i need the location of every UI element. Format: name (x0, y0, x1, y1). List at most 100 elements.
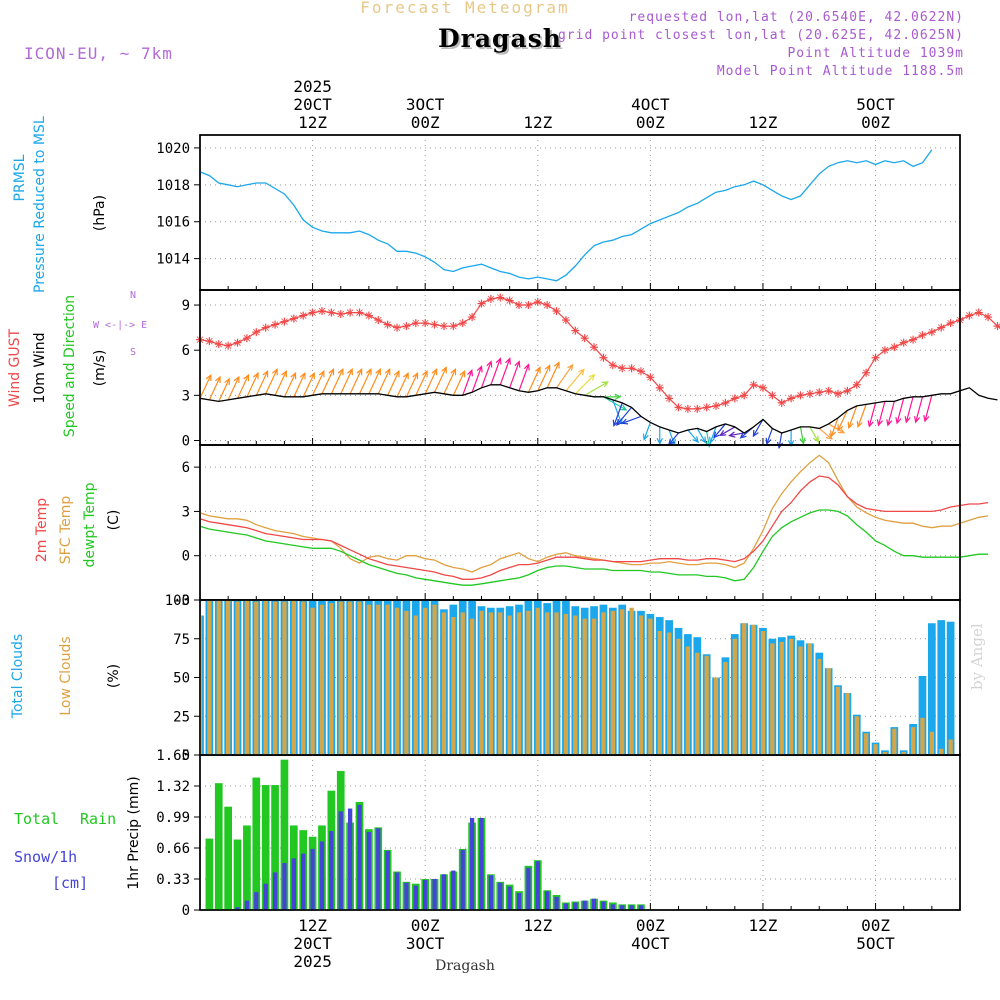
bottom-time-label: 12Z (298, 916, 327, 935)
wind-arrow (509, 360, 521, 389)
gust-marker-d (309, 309, 316, 316)
low-cloud-bar (704, 655, 709, 755)
snow-bar (376, 828, 381, 910)
low-cloud-bar (610, 610, 615, 755)
wind-arrow-shaft (877, 401, 886, 426)
total-cloud-bar (946, 621, 955, 755)
low-cloud-bar (563, 613, 569, 755)
gust-marker (909, 335, 918, 344)
panel-border-pressure (199, 134, 961, 291)
gust-marker-d (215, 340, 223, 348)
wind-arrow-shaft (377, 369, 391, 395)
low-cloud-bar (948, 739, 953, 755)
wind-arrow-shaft (218, 378, 230, 402)
wind-arrow-head (752, 429, 759, 438)
wind-arrow (856, 404, 867, 428)
gust-marker-d (450, 322, 457, 330)
gust-marker (364, 311, 373, 320)
wind-arrow-shaft (302, 372, 315, 398)
gust-marker (937, 323, 946, 332)
wind-arrow-shaft (443, 369, 456, 395)
gust-marker-d (862, 369, 870, 377)
gust-marker (242, 334, 251, 343)
low-cloud-bar (404, 610, 409, 755)
gust-marker-d (534, 298, 542, 306)
wind-arrow-shaft (752, 419, 764, 437)
wind-arrow-head (856, 420, 863, 428)
gust-marker-d (834, 390, 842, 398)
y-tick-label: 3 (182, 388, 190, 404)
snow-bar (629, 905, 634, 910)
gust-marker-d (853, 381, 861, 389)
gust-marker-d (384, 321, 391, 328)
gust-marker-d (684, 405, 692, 413)
top-time-label: 3OCT (406, 95, 445, 114)
wind-arrow (713, 423, 726, 439)
wind-arrow-head (375, 368, 381, 376)
gust-marker-d (318, 307, 326, 315)
gust-marker-d (722, 399, 729, 407)
location-title: Dragash (438, 24, 562, 53)
gust-marker (824, 386, 833, 395)
gust-marker (421, 319, 430, 328)
wind-arrow (537, 364, 551, 392)
gust-marker (289, 314, 298, 323)
gust-marker-d (543, 301, 551, 309)
wind-arrow-shaft (556, 364, 574, 389)
wind-arrow (480, 360, 493, 389)
snow-bar (404, 882, 409, 910)
gust-marker-d (844, 387, 851, 395)
gust-marker-d (675, 404, 682, 411)
gust-marker (730, 394, 739, 403)
low-cloud-bar (601, 612, 606, 755)
snow-bar (291, 858, 296, 910)
low-cloud-bar (591, 618, 597, 755)
gust-marker (993, 322, 1000, 331)
wind-arrow-shaft (499, 358, 511, 386)
snow-bar (254, 892, 259, 910)
wind-arrow (612, 402, 623, 428)
snow-bar (394, 872, 400, 910)
wind-arrow-shaft (537, 365, 551, 392)
gust-marker (533, 298, 542, 307)
gust-marker-d (590, 343, 598, 351)
low-cloud-bar (910, 727, 916, 755)
gust-marker-d (206, 337, 213, 345)
low-cloud-bar (451, 617, 456, 755)
wind-arrow (387, 369, 400, 396)
low-cloud-bar (545, 612, 550, 755)
snow-bar (347, 808, 353, 910)
gust-marker-d (731, 395, 739, 402)
total-cloud-bar (937, 620, 946, 755)
wind-arrow-head (765, 437, 772, 446)
gust-marker (599, 353, 608, 362)
wind-arrow-shaft (312, 370, 325, 396)
y-tick-label: 1018 (156, 178, 190, 194)
wind-arrow-shaft (621, 415, 642, 424)
low-cloud-bar (751, 624, 756, 755)
gust-marker (552, 307, 561, 316)
snow-bar (432, 879, 437, 910)
snow-bar (329, 831, 334, 910)
gust-marker-d (797, 392, 804, 399)
snow-bar (516, 893, 522, 910)
wind-arrow-shaft (887, 401, 895, 426)
gust-marker (777, 398, 786, 407)
wind-arrow (895, 398, 905, 425)
low-cloud-bar (282, 601, 287, 755)
gust-marker-d (299, 312, 307, 319)
gust-marker (871, 353, 880, 362)
wind-arrow-shaft (349, 369, 363, 395)
low-cloud-bar (760, 631, 766, 755)
gust-marker-d (581, 334, 588, 342)
low-cloud-bar (835, 686, 841, 755)
wind-arrow-shaft (837, 410, 848, 431)
wind-arrow-head (224, 377, 230, 385)
gust-marker-d (825, 387, 832, 395)
panel-frame-pressure (199, 134, 961, 291)
wind-arrow (837, 410, 848, 432)
wind-arrow-shaft (729, 432, 745, 437)
wind-arrow-shaft (462, 370, 473, 396)
wind-arrow (490, 357, 502, 386)
wind-arrow-head (642, 433, 649, 441)
